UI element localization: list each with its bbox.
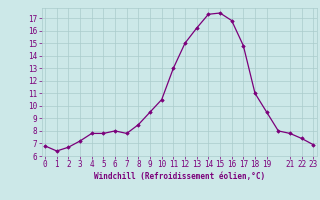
X-axis label: Windchill (Refroidissement éolien,°C): Windchill (Refroidissement éolien,°C) bbox=[94, 172, 265, 181]
